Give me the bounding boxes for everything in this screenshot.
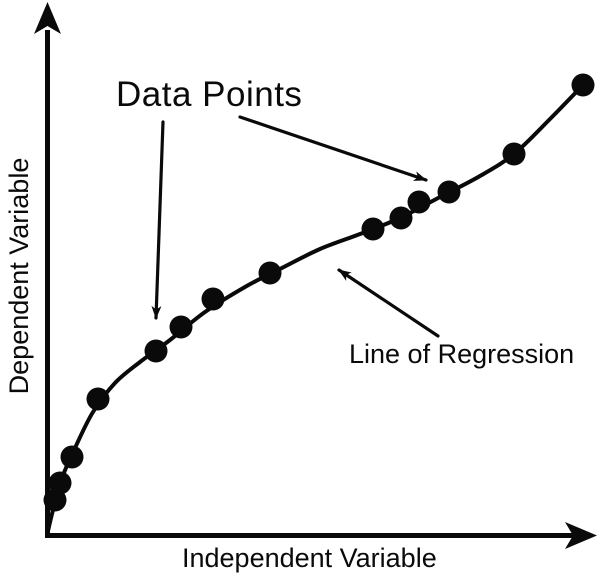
line-of-regression-label: Line of Regression bbox=[349, 339, 575, 369]
x-axis-label: Independent Variable bbox=[182, 543, 437, 573]
annotation-arrows bbox=[151, 115, 440, 338]
x-axis bbox=[45, 522, 597, 549]
y-axis bbox=[34, 2, 61, 538]
x-axis-arrowhead-icon bbox=[565, 522, 597, 549]
annotation-arrow bbox=[238, 115, 428, 182]
data-point bbox=[502, 142, 526, 166]
data-point bbox=[144, 339, 168, 363]
y-axis-label: Dependent Variable bbox=[4, 157, 35, 395]
annotation-arrow bbox=[151, 120, 165, 320]
data-point bbox=[86, 387, 110, 411]
data-point bbox=[60, 445, 84, 469]
data-point bbox=[571, 73, 595, 97]
data-point bbox=[361, 217, 385, 241]
data-point bbox=[258, 261, 282, 285]
y-axis-arrowhead-icon bbox=[34, 2, 61, 34]
scatter-points bbox=[43, 73, 595, 512]
annotation-arrow bbox=[337, 268, 440, 338]
data-point bbox=[169, 315, 193, 339]
data-points-label: Data Points bbox=[116, 75, 303, 114]
data-point bbox=[201, 287, 225, 311]
data-point bbox=[437, 180, 461, 204]
data-point bbox=[407, 190, 431, 214]
data-point bbox=[48, 471, 72, 495]
data-point bbox=[389, 206, 413, 230]
